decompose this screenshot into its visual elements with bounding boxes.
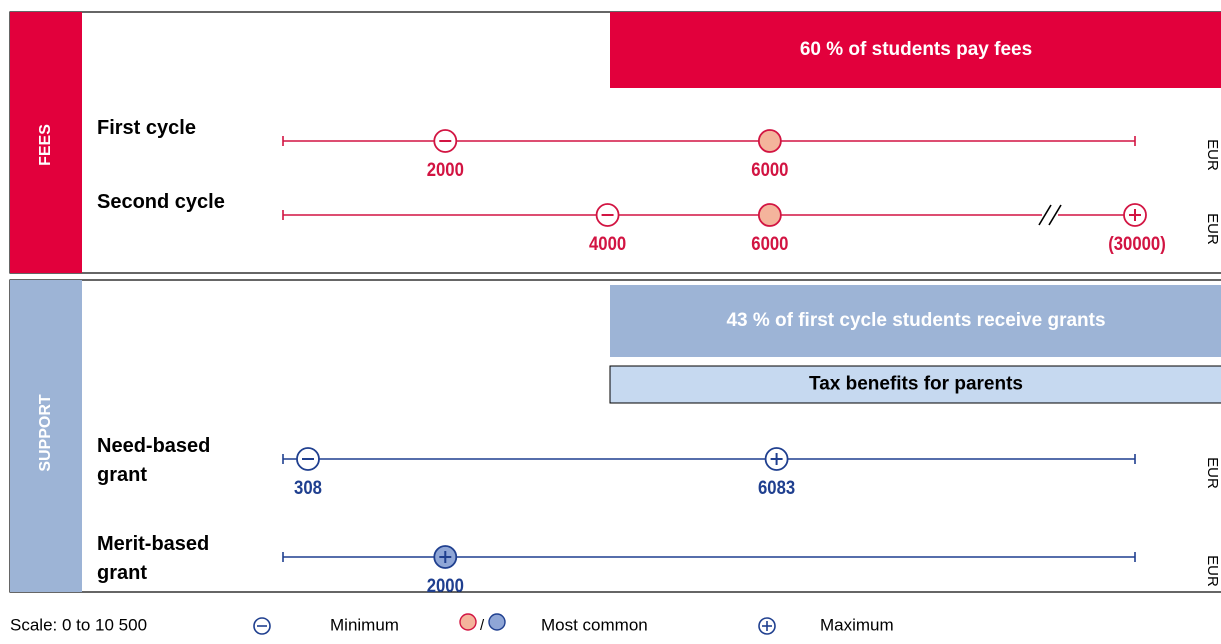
section: SUPPORT 43 % of first cycle students rece… (9, 279, 1221, 596)
scale-break (1042, 211, 1058, 219)
banner (610, 12, 1221, 88)
marker-value: 6000 (751, 233, 788, 254)
section-band (10, 12, 82, 273)
marker (433, 129, 458, 153)
banner-text: 60 % of students pay fees (800, 39, 1032, 60)
banner (610, 285, 1221, 357)
section: FEES 60 % of students pay fees EUR 2000 6000… (9, 11, 1221, 274)
marker (764, 447, 789, 471)
marker-circle (757, 203, 782, 227)
marker (757, 129, 782, 153)
legend-common-icon (459, 613, 477, 631)
legend-minimum: Minimum (330, 615, 399, 634)
unit-label: EUR (1204, 213, 1221, 245)
marker-value: 6000 (751, 159, 788, 180)
banner (609, 365, 1221, 404)
marker-value: 4000 (589, 233, 626, 254)
legend-common-icon (488, 613, 506, 631)
marker (595, 203, 620, 227)
marker-value: 2000 (427, 575, 464, 596)
section-label: FEES (37, 124, 54, 166)
marker-value: 308 (294, 477, 322, 498)
section-band (10, 280, 82, 592)
legend-most-common: Most common (541, 615, 648, 634)
marker (1123, 203, 1147, 227)
row-label: Merit-based grant (97, 533, 210, 584)
marker-value: 2000 (427, 159, 464, 180)
legend-slash: / (480, 617, 485, 634)
unit-label: EUR (1204, 457, 1221, 489)
legend: Scale: 0 to 10 500 Minimum / Most common… (10, 613, 894, 635)
legend-maximum: Maximum (820, 615, 894, 634)
marker (296, 447, 320, 471)
row-label: First cycle (97, 117, 196, 139)
banner-text: 43 % of first cycle students receive gra… (726, 310, 1105, 331)
scale-break (1038, 204, 1052, 226)
section-label: SUPPORT (37, 394, 54, 472)
marker-value: (30000) (1108, 233, 1166, 254)
marker (433, 545, 458, 569)
marker-value: 6083 (758, 477, 795, 498)
marker (757, 203, 782, 227)
row-label: Need-based grant (97, 435, 211, 486)
scale-break (1048, 204, 1062, 226)
marker-circle (757, 129, 782, 153)
unit-label: EUR (1204, 139, 1221, 171)
unit-label: EUR (1204, 555, 1221, 587)
scale-label: Scale: 0 to 10 500 (10, 615, 147, 634)
row-label: Second cycle (97, 191, 225, 213)
banner-text: Tax benefits for parents (809, 374, 1023, 395)
